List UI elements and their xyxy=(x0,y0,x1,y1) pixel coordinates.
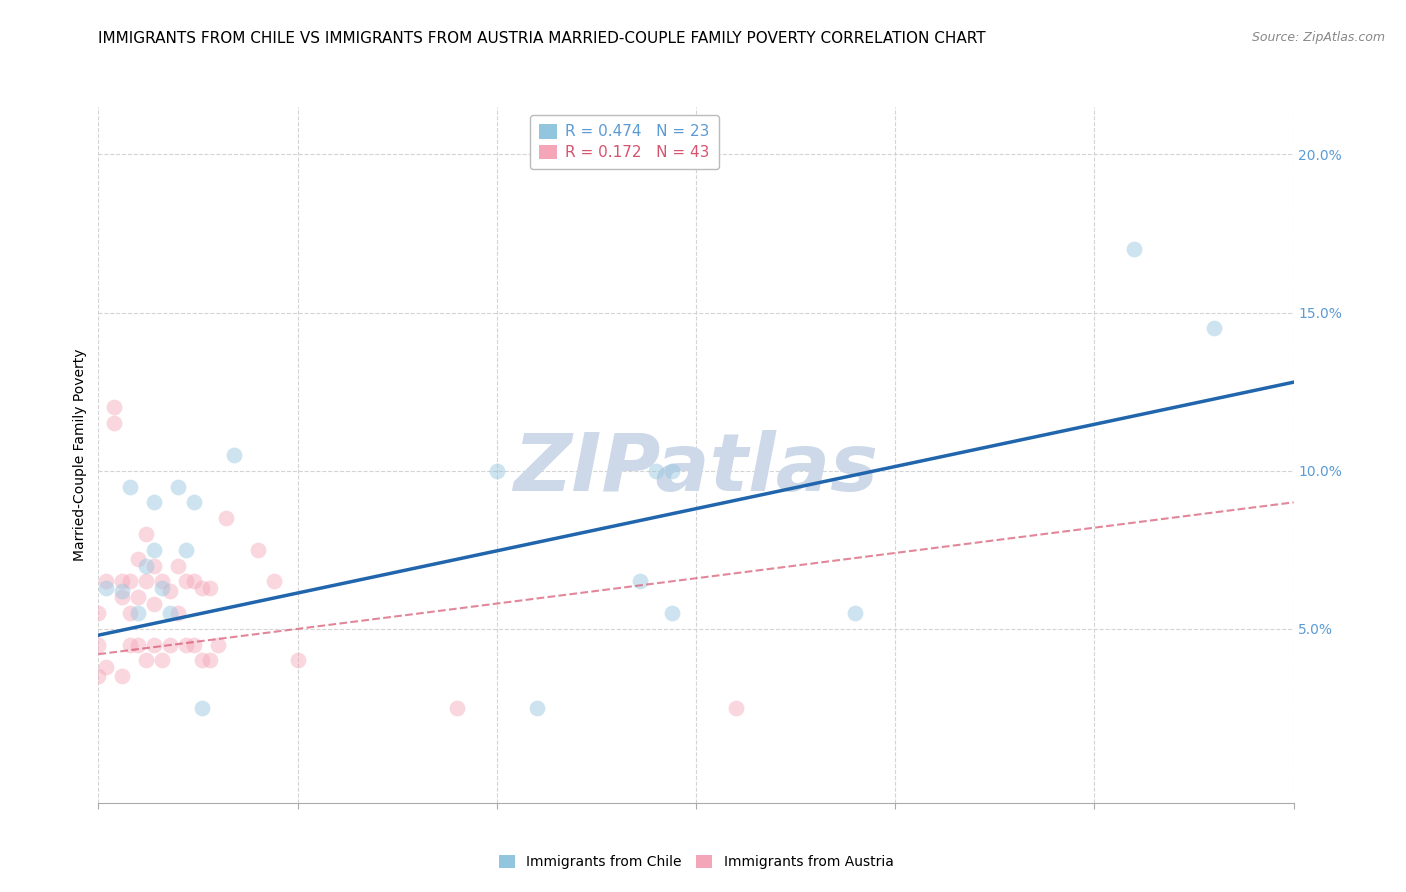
Point xyxy=(174,638,197,652)
Point xyxy=(174,574,197,589)
Point xyxy=(167,558,190,573)
Point xyxy=(174,542,197,557)
Point xyxy=(191,581,214,595)
Point xyxy=(724,701,747,715)
Point xyxy=(191,653,214,667)
Point xyxy=(127,552,149,566)
Point xyxy=(198,653,221,667)
Point xyxy=(191,701,214,715)
Point xyxy=(167,479,190,493)
Point xyxy=(485,464,508,478)
Point xyxy=(287,653,309,667)
Point xyxy=(96,581,118,595)
Point xyxy=(111,591,134,605)
Point xyxy=(263,574,285,589)
Point xyxy=(120,479,142,493)
Text: IMMIGRANTS FROM CHILE VS IMMIGRANTS FROM AUSTRIA MARRIED-COUPLE FAMILY POVERTY C: IMMIGRANTS FROM CHILE VS IMMIGRANTS FROM… xyxy=(98,31,986,46)
Point xyxy=(143,638,166,652)
Point xyxy=(446,701,468,715)
Point xyxy=(127,591,149,605)
Point xyxy=(159,638,181,652)
Point xyxy=(87,638,110,652)
Point xyxy=(159,606,181,620)
Point xyxy=(661,464,683,478)
Point xyxy=(127,606,149,620)
Point xyxy=(661,606,683,620)
Point xyxy=(150,574,173,589)
Point xyxy=(167,606,190,620)
Point xyxy=(150,653,173,667)
Point xyxy=(143,495,166,509)
Point xyxy=(143,597,166,611)
Point xyxy=(96,574,118,589)
Point xyxy=(150,581,173,595)
Point xyxy=(87,606,110,620)
Point xyxy=(103,401,125,415)
Point xyxy=(1123,243,1146,257)
Point xyxy=(183,574,205,589)
Point xyxy=(96,660,118,674)
Point xyxy=(135,653,157,667)
Point xyxy=(111,669,134,683)
Point xyxy=(215,511,238,525)
Text: ZIPatlas: ZIPatlas xyxy=(513,430,879,508)
Legend: Immigrants from Chile, Immigrants from Austria: Immigrants from Chile, Immigrants from A… xyxy=(492,847,900,876)
Point xyxy=(159,583,181,598)
Point xyxy=(87,669,110,683)
Point xyxy=(111,574,134,589)
Point xyxy=(120,574,142,589)
Text: Source: ZipAtlas.com: Source: ZipAtlas.com xyxy=(1251,31,1385,45)
Point xyxy=(135,527,157,541)
Point xyxy=(135,558,157,573)
Point xyxy=(120,638,142,652)
Point xyxy=(183,638,205,652)
Point xyxy=(127,638,149,652)
Point xyxy=(103,417,125,431)
Point xyxy=(120,606,142,620)
Point xyxy=(143,558,166,573)
Y-axis label: Married-Couple Family Poverty: Married-Couple Family Poverty xyxy=(73,349,87,561)
Point xyxy=(143,542,166,557)
Point xyxy=(628,574,651,589)
Point xyxy=(645,464,668,478)
Point xyxy=(222,448,245,462)
Point xyxy=(526,701,548,715)
Point xyxy=(111,583,134,598)
Point xyxy=(198,581,221,595)
Point xyxy=(183,495,205,509)
Point xyxy=(844,606,866,620)
Point xyxy=(135,574,157,589)
Point xyxy=(207,638,229,652)
Point xyxy=(1202,321,1225,335)
Point xyxy=(246,542,269,557)
